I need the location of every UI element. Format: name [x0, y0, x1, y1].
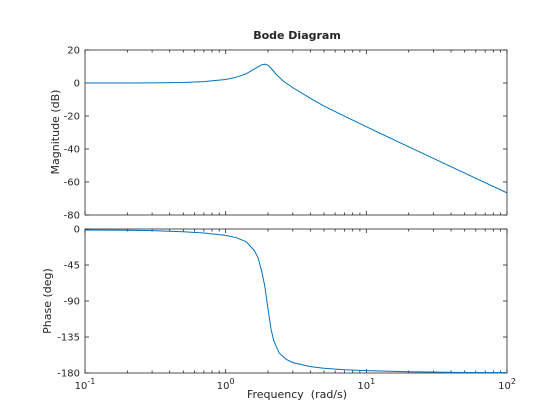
- magnitude-axes: 20 0 -20 -40 -60 -80: [64, 46, 508, 222]
- magnitude-ylabel: Magnitude (dB): [49, 90, 62, 175]
- magnitude-ytick-label: -80: [64, 211, 80, 222]
- magnitude-ytick-label: -20: [64, 112, 80, 123]
- magnitude-ytick-label: 0: [74, 79, 80, 90]
- phase-ylabel: Phase (deg): [41, 268, 54, 334]
- frequency-xlabel: Frequency (rad/s): [247, 388, 347, 401]
- phase-ytick-label: 0: [74, 225, 80, 236]
- magnitude-ytick-label: 20: [67, 46, 80, 57]
- phase-ytick-label: -180: [57, 369, 80, 380]
- chart-title: Bode Diagram: [253, 29, 341, 42]
- phase-ytick-label: -90: [64, 297, 80, 308]
- phase-xtick-label: 101: [357, 377, 375, 392]
- magnitude-series-line: [85, 63, 508, 194]
- magnitude-ytick-label: -40: [64, 145, 80, 156]
- phase-ytick-label: -45: [64, 261, 80, 272]
- phase-xtick-label: 100: [217, 377, 235, 392]
- phase-plot-frame: [84, 228, 508, 374]
- phase-ytick-label: -135: [57, 333, 80, 344]
- phase-series-line: [84, 229, 508, 374]
- phase-xtick-label: 102: [498, 377, 516, 392]
- magnitude-ytick-label: -60: [64, 178, 80, 189]
- phase-xtick-label: 10-1: [75, 377, 96, 392]
- magnitude-plot-frame: [84, 49, 508, 216]
